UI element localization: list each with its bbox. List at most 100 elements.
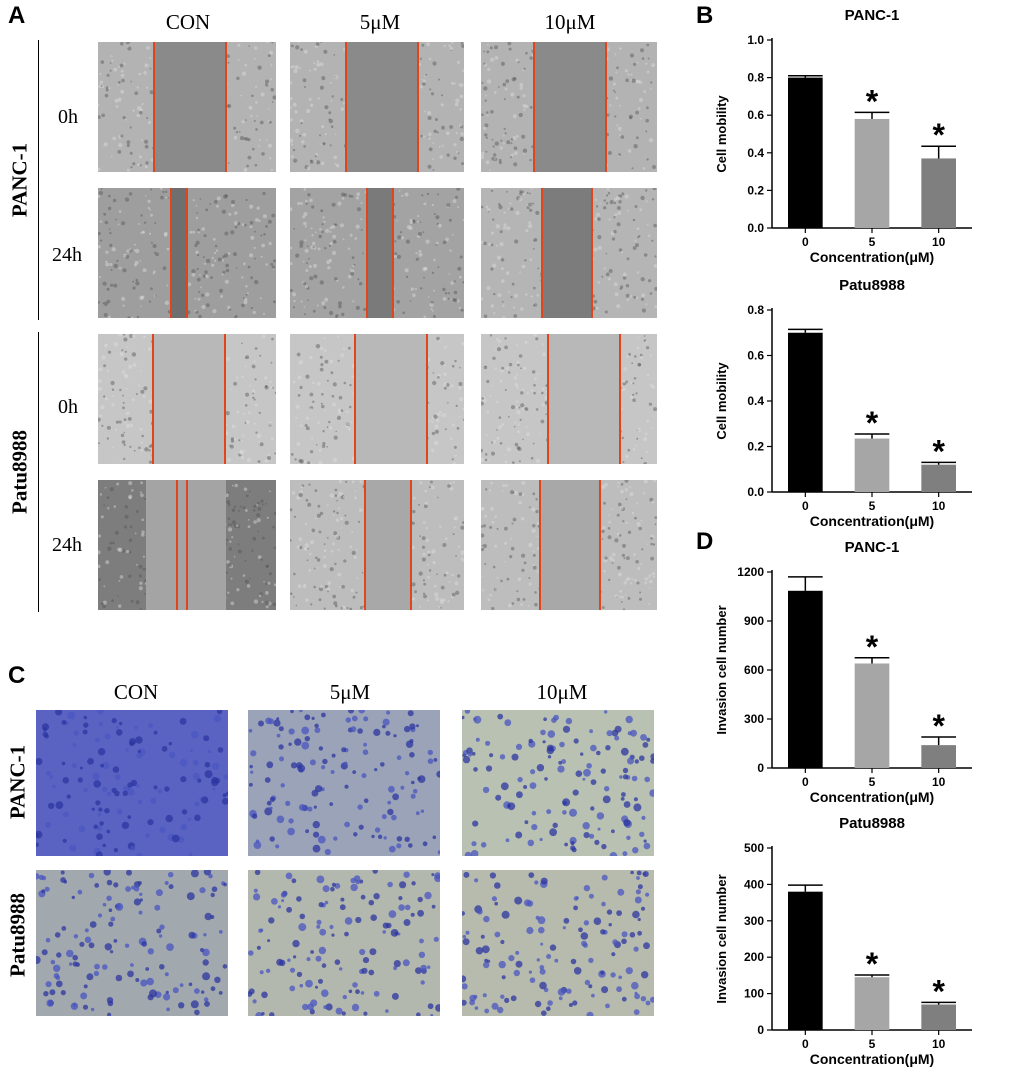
bar-5 xyxy=(854,663,890,768)
panel-letter-d: D xyxy=(696,528,714,555)
wound-image-patu-24h-con xyxy=(98,480,276,610)
invasion-image-patu-10um xyxy=(462,870,654,1016)
y-tick-label: 100 xyxy=(744,987,764,1001)
bar-0 xyxy=(788,77,823,228)
panel-letter-c: C xyxy=(8,662,26,689)
col-label-con: CON xyxy=(165,10,211,34)
x-tick-label: 5 xyxy=(869,235,876,249)
wound-image-patu-24h-10um xyxy=(481,480,657,610)
chart-title: PANC-1 xyxy=(845,7,900,24)
y-tick-label: 0.6 xyxy=(747,108,764,122)
c-col-label-con: CON xyxy=(113,680,159,704)
chart-title: Patu8988 xyxy=(839,277,905,294)
invasion-image-panc1-con xyxy=(36,710,228,856)
chart-d-panc1: PANC-1 0 300 600 900 1200 Invasion cell number… xyxy=(714,539,972,805)
invasion-image-panc1-5um xyxy=(248,710,440,856)
x-tick-label: 10 xyxy=(932,499,946,513)
y-tick-label: 0.2 xyxy=(747,440,764,454)
wound-image-patu-0h-con xyxy=(98,334,276,464)
x-tick-label: 5 xyxy=(869,499,876,513)
row-label-patu-0h: 0h xyxy=(58,396,78,418)
y-tick-label: 0.2 xyxy=(747,183,764,197)
bar-5 xyxy=(854,118,890,228)
invasion-image-panc1-10um xyxy=(462,710,654,856)
significance-star: * xyxy=(932,117,945,153)
bar-5 xyxy=(854,438,890,492)
y-tick-label: 0.6 xyxy=(747,349,764,363)
significance-star: * xyxy=(932,708,945,744)
y-tick-label: 0.0 xyxy=(747,485,764,499)
significance-star: * xyxy=(866,946,879,982)
significance-star: * xyxy=(866,405,879,441)
wound-image-patu-0h-5um xyxy=(290,334,464,464)
wound-image-patu-0h-10um xyxy=(481,334,657,464)
x-tick-label: 5 xyxy=(869,1037,876,1051)
panel-letter-a: A xyxy=(8,2,26,29)
y-axis-label: Invasion cell number xyxy=(714,605,729,734)
col-label-10um: 10μM xyxy=(544,10,596,34)
wound-image-patu-24h-5um xyxy=(290,480,464,610)
significance-star: * xyxy=(932,433,945,469)
wound-image-panc1-24h-5um xyxy=(290,188,464,318)
wound-image-panc1-0h-5um xyxy=(290,42,464,172)
bar-10 xyxy=(921,158,956,228)
bar-10 xyxy=(921,1004,956,1030)
y-axis-label: Cell mobility xyxy=(714,95,729,173)
wound-image-panc1-24h-con xyxy=(98,188,276,318)
y-tick-label: 900 xyxy=(744,614,764,628)
significance-star: * xyxy=(932,973,945,1009)
x-tick-label: 0 xyxy=(802,1037,809,1051)
y-tick-label: 0.0 xyxy=(747,221,764,235)
invasion-image-patu-5um xyxy=(248,870,440,1016)
x-tick-label: 5 xyxy=(869,775,876,789)
bar-0 xyxy=(788,332,823,492)
significance-star: * xyxy=(866,83,879,119)
y-tick-label: 0 xyxy=(757,1023,764,1037)
y-tick-label: 1.0 xyxy=(747,33,764,47)
row-label-patu-24h: 24h xyxy=(52,534,82,556)
y-tick-label: 300 xyxy=(744,712,764,726)
chart-b-panc1: PANC-1 0.0 0.2 0.4 0.6 0.8 1.0 Cell mobility 0 * 5… xyxy=(714,7,972,265)
row-label-panc1-24h: 24h xyxy=(52,244,82,266)
x-axis-label: Concentration(μM) xyxy=(810,249,934,265)
x-axis-label: Concentration(μM) xyxy=(810,513,934,529)
y-tick-label: 600 xyxy=(744,663,764,677)
panel-letter-b: B xyxy=(696,2,714,29)
invasion-image-patu-con xyxy=(36,870,228,1016)
row-label-panc1-0h: 0h xyxy=(58,106,78,128)
y-tick-label: 500 xyxy=(744,841,764,855)
c-col-label-10um: 10μM xyxy=(536,680,588,704)
chart-title: Patu8988 xyxy=(839,815,905,832)
wound-image-panc1-24h-10um xyxy=(481,188,657,318)
group-bracket-panc1 xyxy=(38,40,39,320)
c-row-label-panc1: PANC-1 xyxy=(5,744,30,820)
x-tick-label: 0 xyxy=(802,775,809,789)
bar-0 xyxy=(788,590,823,768)
group-label-panc1: PANC-1 xyxy=(7,142,32,218)
y-axis-label: Invasion cell number xyxy=(714,874,729,1003)
x-tick-label: 10 xyxy=(932,775,946,789)
group-label-patu8988: Patu8988 xyxy=(7,430,32,514)
col-label-5um: 5μM xyxy=(359,10,401,34)
y-tick-label: 0.8 xyxy=(747,303,764,317)
y-tick-label: 1200 xyxy=(737,565,764,579)
y-tick-label: 400 xyxy=(744,877,764,891)
significance-star: * xyxy=(866,629,879,665)
group-bracket-patu8988 xyxy=(38,332,39,612)
bar-10 xyxy=(921,745,956,768)
wound-image-panc1-0h-10um xyxy=(481,42,657,172)
y-tick-label: 0 xyxy=(757,761,764,775)
y-tick-label: 0.4 xyxy=(747,394,764,408)
wound-image-panc1-0h-con xyxy=(98,42,276,172)
x-tick-label: 10 xyxy=(932,1037,946,1051)
x-tick-label: 0 xyxy=(802,499,809,513)
y-tick-label: 300 xyxy=(744,914,764,928)
c-row-label-patu8988: Patu8988 xyxy=(5,893,30,977)
bar-0 xyxy=(788,891,823,1030)
bar-5 xyxy=(854,977,890,1030)
chart-b-patu8988: Patu8988 0.0 0.2 0.4 0.6 0.8 Cell mobility 0 * 5 *… xyxy=(714,277,972,529)
chart-title: PANC-1 xyxy=(845,539,900,556)
x-tick-label: 10 xyxy=(932,235,946,249)
y-tick-label: 200 xyxy=(744,950,764,964)
